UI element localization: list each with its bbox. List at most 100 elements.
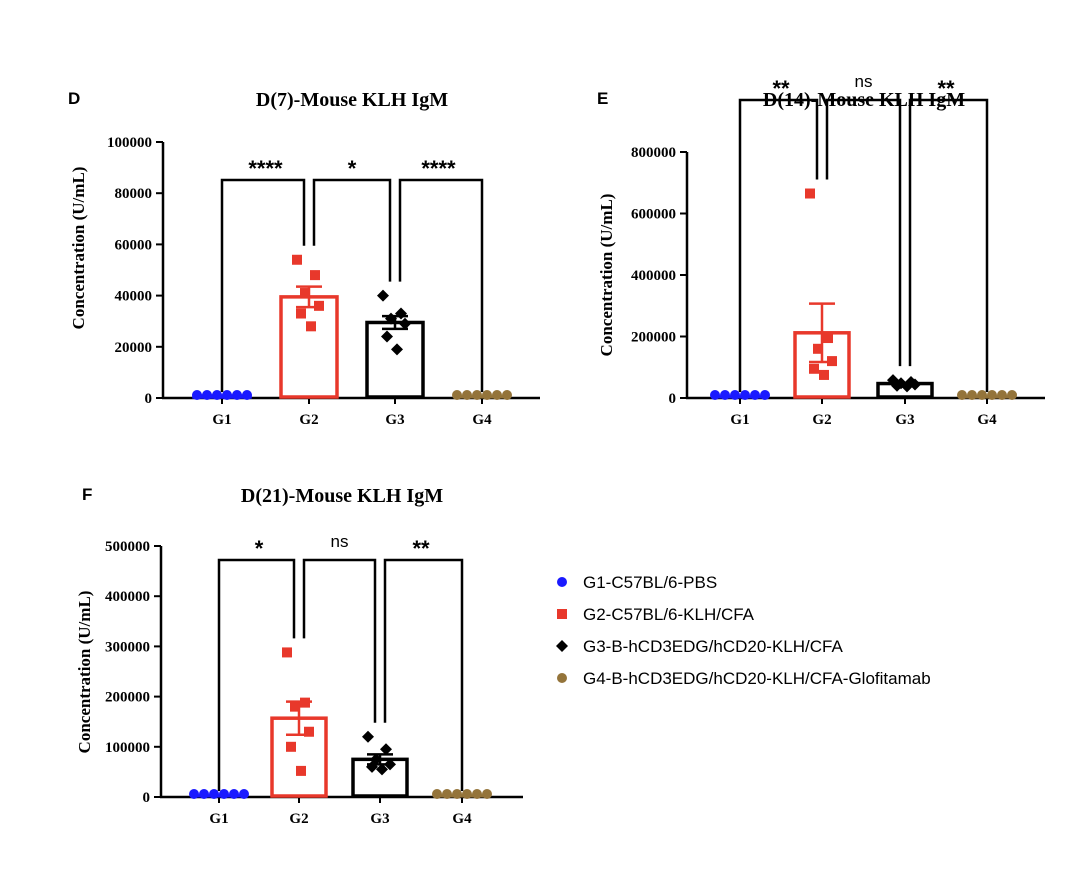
data-point bbox=[760, 390, 770, 400]
data-point bbox=[229, 789, 239, 799]
bar bbox=[279, 295, 339, 399]
significance-label: ns bbox=[855, 72, 873, 91]
y-tick-label: 100000 bbox=[107, 135, 152, 151]
data-point bbox=[290, 701, 300, 712]
data-point bbox=[219, 789, 229, 799]
data-point bbox=[977, 390, 987, 400]
data-point bbox=[314, 300, 324, 311]
y-tick-label: 400000 bbox=[105, 589, 150, 605]
legend-label: G2-C57BL/6-KLH/CFA bbox=[583, 605, 755, 624]
significance-bracket bbox=[383, 558, 464, 791]
y-axis-label: Concentration (U/mL) bbox=[597, 194, 616, 357]
legend-item-g1: G1-C57BL/6-PBS bbox=[557, 573, 717, 592]
data-point bbox=[395, 307, 407, 320]
data-point bbox=[967, 390, 977, 400]
data-point bbox=[199, 789, 209, 799]
x-tick-label: G4 bbox=[977, 412, 997, 428]
data-point bbox=[462, 789, 472, 799]
data-point bbox=[827, 356, 837, 367]
data-point bbox=[901, 380, 913, 393]
x-tick-label: G3 bbox=[895, 412, 914, 428]
data-point bbox=[366, 760, 378, 773]
data-point bbox=[239, 789, 249, 799]
significance-bracket bbox=[312, 178, 392, 282]
x-tick-label: G3 bbox=[370, 811, 389, 827]
chart-title: D(21)-Mouse KLH IgM bbox=[241, 485, 443, 507]
data-point bbox=[232, 390, 242, 400]
significance-bracket bbox=[908, 98, 989, 392]
significance-bracket bbox=[738, 98, 819, 392]
data-point bbox=[710, 390, 720, 400]
data-point bbox=[380, 743, 392, 756]
legend-marker bbox=[556, 640, 568, 652]
data-point bbox=[377, 289, 389, 302]
y-tick-label: 80000 bbox=[115, 186, 153, 202]
data-point bbox=[306, 321, 316, 332]
data-point bbox=[482, 390, 492, 400]
data-point bbox=[462, 390, 472, 400]
data-point bbox=[399, 317, 411, 330]
legend-label: G4-B-hCD3EDG/hCD20-KLH/CFA-Glofitamab bbox=[583, 669, 931, 688]
data-point bbox=[750, 390, 760, 400]
data-point bbox=[957, 390, 967, 400]
y-tick-label: 0 bbox=[145, 391, 153, 407]
panel-letter: F bbox=[82, 485, 92, 504]
y-tick-label: 400000 bbox=[631, 268, 676, 284]
y-tick-label: 20000 bbox=[115, 340, 153, 356]
y-tick-label: 200000 bbox=[105, 690, 150, 706]
y-tick-label: 300000 bbox=[105, 639, 150, 655]
significance-label: ** bbox=[937, 76, 955, 101]
legend-item-g4: G4-B-hCD3EDG/hCD20-KLH/CFA-Glofitamab bbox=[557, 669, 931, 688]
bar bbox=[365, 320, 425, 399]
data-point bbox=[502, 390, 512, 400]
y-tick-label: 100000 bbox=[105, 740, 150, 756]
data-point bbox=[997, 390, 1007, 400]
data-point bbox=[296, 308, 306, 319]
y-tick-label: 200000 bbox=[631, 330, 676, 346]
data-point bbox=[362, 730, 374, 743]
data-point bbox=[740, 390, 750, 400]
x-tick-label: G2 bbox=[289, 811, 308, 827]
x-tick-label: G3 bbox=[385, 412, 404, 428]
x-tick-label: G1 bbox=[209, 811, 228, 827]
x-tick-label: G2 bbox=[812, 412, 831, 428]
significance-bracket bbox=[217, 558, 296, 791]
data-point bbox=[286, 741, 296, 752]
data-point bbox=[452, 390, 462, 400]
data-point bbox=[384, 758, 396, 771]
legend-marker bbox=[557, 609, 567, 619]
legend-marker bbox=[557, 673, 567, 683]
significance-label: ** bbox=[412, 536, 430, 561]
significance-label: * bbox=[255, 536, 264, 561]
chart-title: D(7)-Mouse KLH IgM bbox=[256, 89, 448, 111]
x-tick-label: G1 bbox=[212, 412, 231, 428]
data-point bbox=[492, 390, 502, 400]
legend-item-g2: G2-C57BL/6-KLH/CFA bbox=[557, 605, 755, 624]
data-point bbox=[304, 726, 314, 737]
significance-bracket bbox=[220, 178, 306, 392]
data-point bbox=[376, 763, 388, 776]
x-tick-label: G4 bbox=[472, 412, 492, 428]
data-point bbox=[805, 188, 815, 199]
y-tick-label: 0 bbox=[143, 790, 151, 806]
data-point bbox=[720, 390, 730, 400]
y-tick-label: 40000 bbox=[115, 289, 153, 305]
data-point bbox=[209, 789, 219, 799]
y-tick-label: 500000 bbox=[105, 539, 150, 555]
data-point bbox=[987, 390, 997, 400]
legend-label: G3-B-hCD3EDG/hCD20-KLH/CFA bbox=[583, 637, 843, 656]
y-axis-label: Concentration (U/mL) bbox=[69, 167, 88, 330]
significance-label: **** bbox=[421, 156, 456, 181]
data-point bbox=[391, 343, 403, 356]
data-point bbox=[202, 390, 212, 400]
data-point bbox=[819, 369, 829, 380]
data-point bbox=[300, 697, 310, 708]
chart-panel-f: F D(21)-Mouse KLH IgM Concentration (U/mL)… bbox=[75, 485, 523, 827]
legend: G1-C57BL/6-PBS G2-C57BL/6-KLH/CFA G3-B-hCD… bbox=[556, 573, 931, 688]
data-point bbox=[472, 789, 482, 799]
x-tick-label: G1 bbox=[730, 412, 749, 428]
y-tick-label: 60000 bbox=[115, 237, 153, 253]
data-point bbox=[809, 363, 819, 374]
